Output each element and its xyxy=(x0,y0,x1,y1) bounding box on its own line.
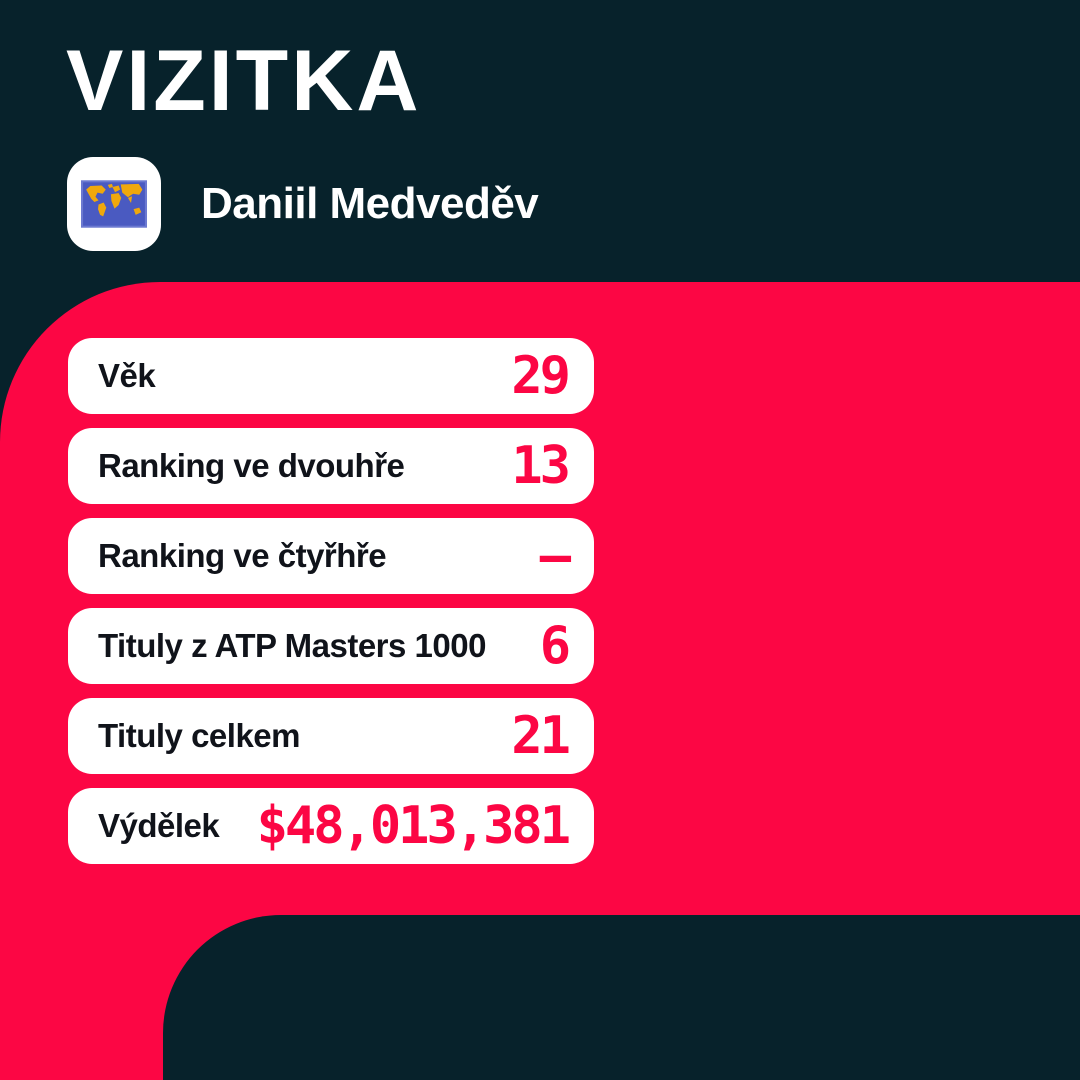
stat-label: Výdělek xyxy=(98,807,220,844)
stat-label: Věk xyxy=(98,357,156,394)
stat-label: Tituly celkem xyxy=(98,717,301,754)
stat-row-total-titles: Tituly celkem 21 xyxy=(68,698,594,774)
stat-value: 6 xyxy=(539,616,571,676)
stat-label: Ranking ve čtyřhře xyxy=(98,537,387,574)
stat-label: Ranking ve dvouhře xyxy=(98,447,405,484)
stat-value: 29 xyxy=(511,346,571,406)
stat-value: 21 xyxy=(511,706,571,766)
stat-value: $48,013,381 xyxy=(256,796,571,856)
stat-row-singles-ranking: Ranking ve dvouhře 13 xyxy=(68,428,594,504)
stat-label: Tituly z ATP Masters 1000 xyxy=(98,627,486,664)
stat-row-earnings: Výdělek $48,013,381 xyxy=(68,788,594,864)
stats-list: Věk 29 Ranking ve dvouhře 13 Ranking ve … xyxy=(68,338,594,864)
player-header: Daniil Medveděv xyxy=(67,157,539,251)
stat-value: 13 xyxy=(511,436,571,496)
player-name: Daniil Medveděv xyxy=(201,179,539,228)
stat-row-masters-titles: Tituly z ATP Masters 1000 6 xyxy=(68,608,594,684)
stat-row-doubles-ranking: Ranking ve čtyřhře – xyxy=(68,518,594,594)
world-map-icon xyxy=(67,157,161,251)
page-title: VIZITKA xyxy=(66,33,422,129)
stat-row-age: Věk 29 xyxy=(68,338,594,414)
stat-value: – xyxy=(539,526,571,586)
bottom-dark-shape xyxy=(163,915,1080,1080)
